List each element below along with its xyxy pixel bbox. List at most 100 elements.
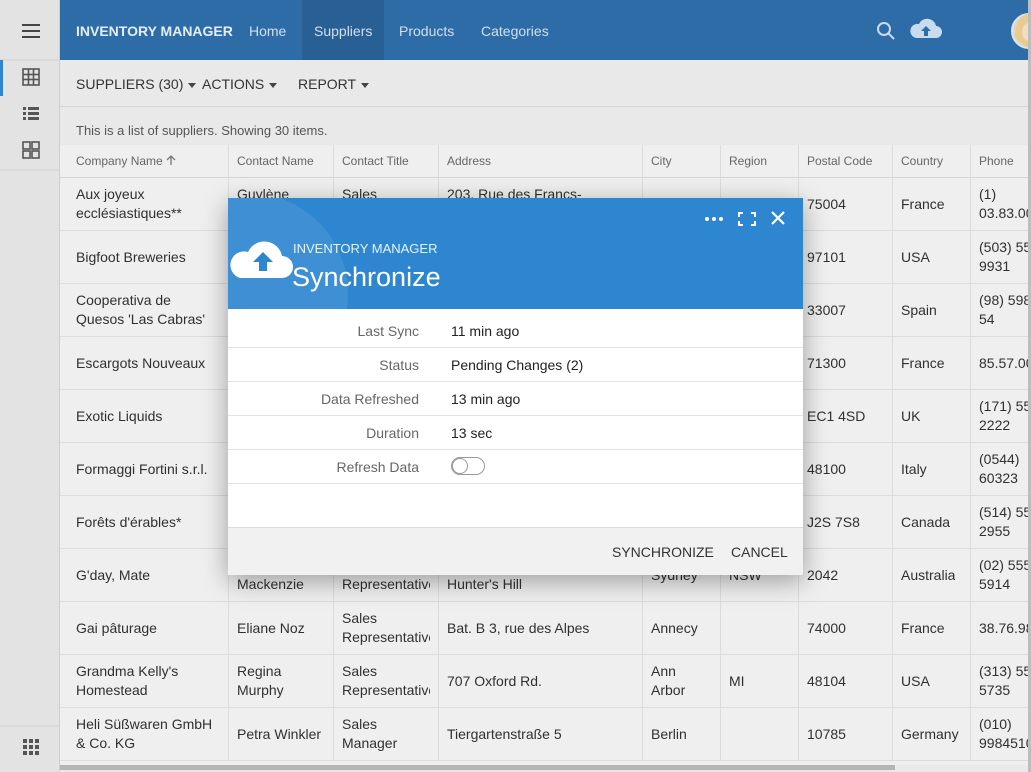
cell-text: Germany (901, 725, 959, 742)
field-row: Refresh Data (228, 450, 803, 484)
table-cell: 97101 (798, 231, 892, 283)
apps-button[interactable] (23, 739, 39, 755)
cancel-button[interactable]: CANCEL (731, 544, 788, 560)
field-value: 13 sec (451, 425, 493, 441)
table-cell: USA (892, 655, 970, 707)
nav-item[interactable]: Products (399, 23, 455, 39)
menu-button[interactable] (22, 24, 40, 38)
cell-text: Cooperativa de Quesos 'Las Cabras' (76, 292, 206, 327)
cell-text: Formaggi Fortini s.r.l. (76, 460, 208, 477)
description: This is a list of suppliers. Showing 30 … (76, 123, 328, 138)
table-cell: Berlin (642, 708, 720, 760)
cell-text: (514) 555-2955 (979, 504, 1028, 539)
column-header-label: Contact Name (237, 154, 314, 168)
column-header[interactable]: Contact Title (333, 145, 438, 178)
nav-item[interactable]: Suppliers (302, 0, 385, 60)
table-cell: Sales Manager (333, 708, 438, 760)
table-cell: Eliane Noz (228, 602, 333, 654)
column-header[interactable]: Country (892, 145, 970, 178)
cell-text: Regina Murphy (237, 663, 284, 698)
cell-text: Spain (901, 301, 937, 318)
table-row[interactable]: Grandma Kelly's Homestead Regina Murphy Sa… (60, 655, 1028, 708)
table-cell: Sales Representative (333, 602, 438, 654)
table-cell: 71300 (798, 337, 892, 389)
table-cell: G'day, Mate (60, 549, 228, 601)
table-cell: Forêts d'érables* (60, 496, 228, 548)
table-cell: France (892, 178, 970, 230)
column-header-label: Country (901, 154, 944, 168)
sidebar (0, 0, 60, 772)
nav-item[interactable]: Home (249, 23, 287, 39)
list-view-button[interactable] (23, 107, 39, 120)
dialog-header: INVENTORY MANAGER Synchronize (228, 198, 803, 309)
dialog-more-button[interactable] (705, 217, 723, 221)
table-cell: Canada (892, 496, 970, 548)
table-cell: 85.57.00.07 (970, 337, 1028, 389)
table-cell (720, 602, 798, 654)
table-cell: (171) 555-2222 (970, 390, 1028, 442)
cell-text: 10785 (807, 725, 846, 742)
toolbar-menu[interactable]: ACTIONS (202, 60, 277, 108)
dialog-fullscreen-button[interactable] (738, 212, 756, 226)
field-label: Last Sync (357, 323, 419, 339)
dialog-close-button[interactable] (771, 211, 785, 225)
sync-button[interactable] (910, 18, 942, 38)
cell-text: 707 Oxford Rd. (447, 672, 542, 689)
vertical-scrollbar[interactable] (1028, 0, 1031, 772)
column-header[interactable]: City (642, 145, 720, 178)
cell-text: (503) 555-9931 (979, 239, 1028, 274)
dialog-footer: SYNCHRONIZE CANCEL (228, 527, 803, 575)
table-cell: 2042 (798, 549, 892, 601)
table-cell: 10785 (798, 708, 892, 760)
table-cell: 33007 (798, 284, 892, 336)
column-header[interactable]: Region (720, 145, 798, 178)
cell-text: (02) 555-5914 (979, 557, 1028, 592)
dialog-title: Synchronize (292, 262, 441, 292)
toggle-switch[interactable] (451, 457, 485, 475)
cell-text: Escargots Nouveaux (76, 354, 206, 371)
search-button[interactable] (877, 22, 895, 40)
sort-indicator (166, 155, 176, 165)
cell-text: Grandma Kelly's Homestead (76, 663, 179, 698)
toolbar-menu[interactable]: REPORT (298, 60, 369, 108)
table-cell: (98) 598 76 54 (970, 284, 1028, 336)
table-row[interactable]: Heli Süßwaren GmbH & Co. KG Petra Winkler… (60, 708, 1028, 761)
synchronize-button[interactable]: SYNCHRONIZE (612, 544, 714, 560)
table-cell: Spain (892, 284, 970, 336)
cards-view-button[interactable] (22, 141, 40, 159)
user-avatar[interactable] (1011, 13, 1028, 49)
table-cell: (503) 555-9931 (970, 231, 1028, 283)
cell-text: France (901, 354, 945, 371)
table-cell: 74000 (798, 602, 892, 654)
cell-text: 48104 (807, 672, 846, 689)
cell-text: (1) 03.83.00.68 (979, 186, 1028, 221)
cell-text: 85.57.00.07 (979, 354, 1028, 371)
cell-text: UK (901, 407, 921, 424)
column-header[interactable]: Phone (970, 145, 1028, 178)
table-cell: Escargots Nouveaux (60, 337, 228, 389)
nav-item[interactable]: Categories (481, 23, 549, 39)
table-cell: Bat. B 3, rue des Alpes (438, 602, 642, 654)
column-header[interactable]: Address (438, 145, 642, 178)
table-row[interactable]: Gai pâturage Eliane Noz Sales Representati… (60, 602, 1028, 655)
column-header[interactable]: Contact Name (228, 145, 333, 178)
table-cell: Heli Süßwaren GmbH & Co. KG (60, 708, 228, 760)
column-header[interactable]: Postal Code (798, 145, 892, 178)
table-cell: (1) 03.83.00.68 (970, 178, 1028, 230)
column-header-label: Company Name (76, 154, 163, 168)
horizontal-scrollbar[interactable] (60, 765, 895, 770)
cell-text: Aux joyeux ecclésiastiques** (76, 186, 182, 221)
cell-text: Gai pâturage (76, 619, 157, 636)
toolbar-menu[interactable]: SUPPLIERS (30) (76, 60, 196, 108)
app-title[interactable]: INVENTORY MANAGER (76, 23, 233, 39)
cell-text: Eliane Noz (237, 619, 305, 636)
cell-text: (010) 9984510 (979, 716, 1028, 751)
toolbar: SUPPLIERS (30) ACTIONS REPORT (60, 60, 1028, 107)
dialog-header-art (228, 198, 785, 309)
column-header[interactable]: Company Name (60, 145, 228, 178)
grid-view-button[interactable] (22, 68, 40, 86)
cell-text: Forêts d'érables* (76, 513, 182, 530)
table-cell: (02) 555-5914 (970, 549, 1028, 601)
table-cell: 48100 (798, 443, 892, 495)
